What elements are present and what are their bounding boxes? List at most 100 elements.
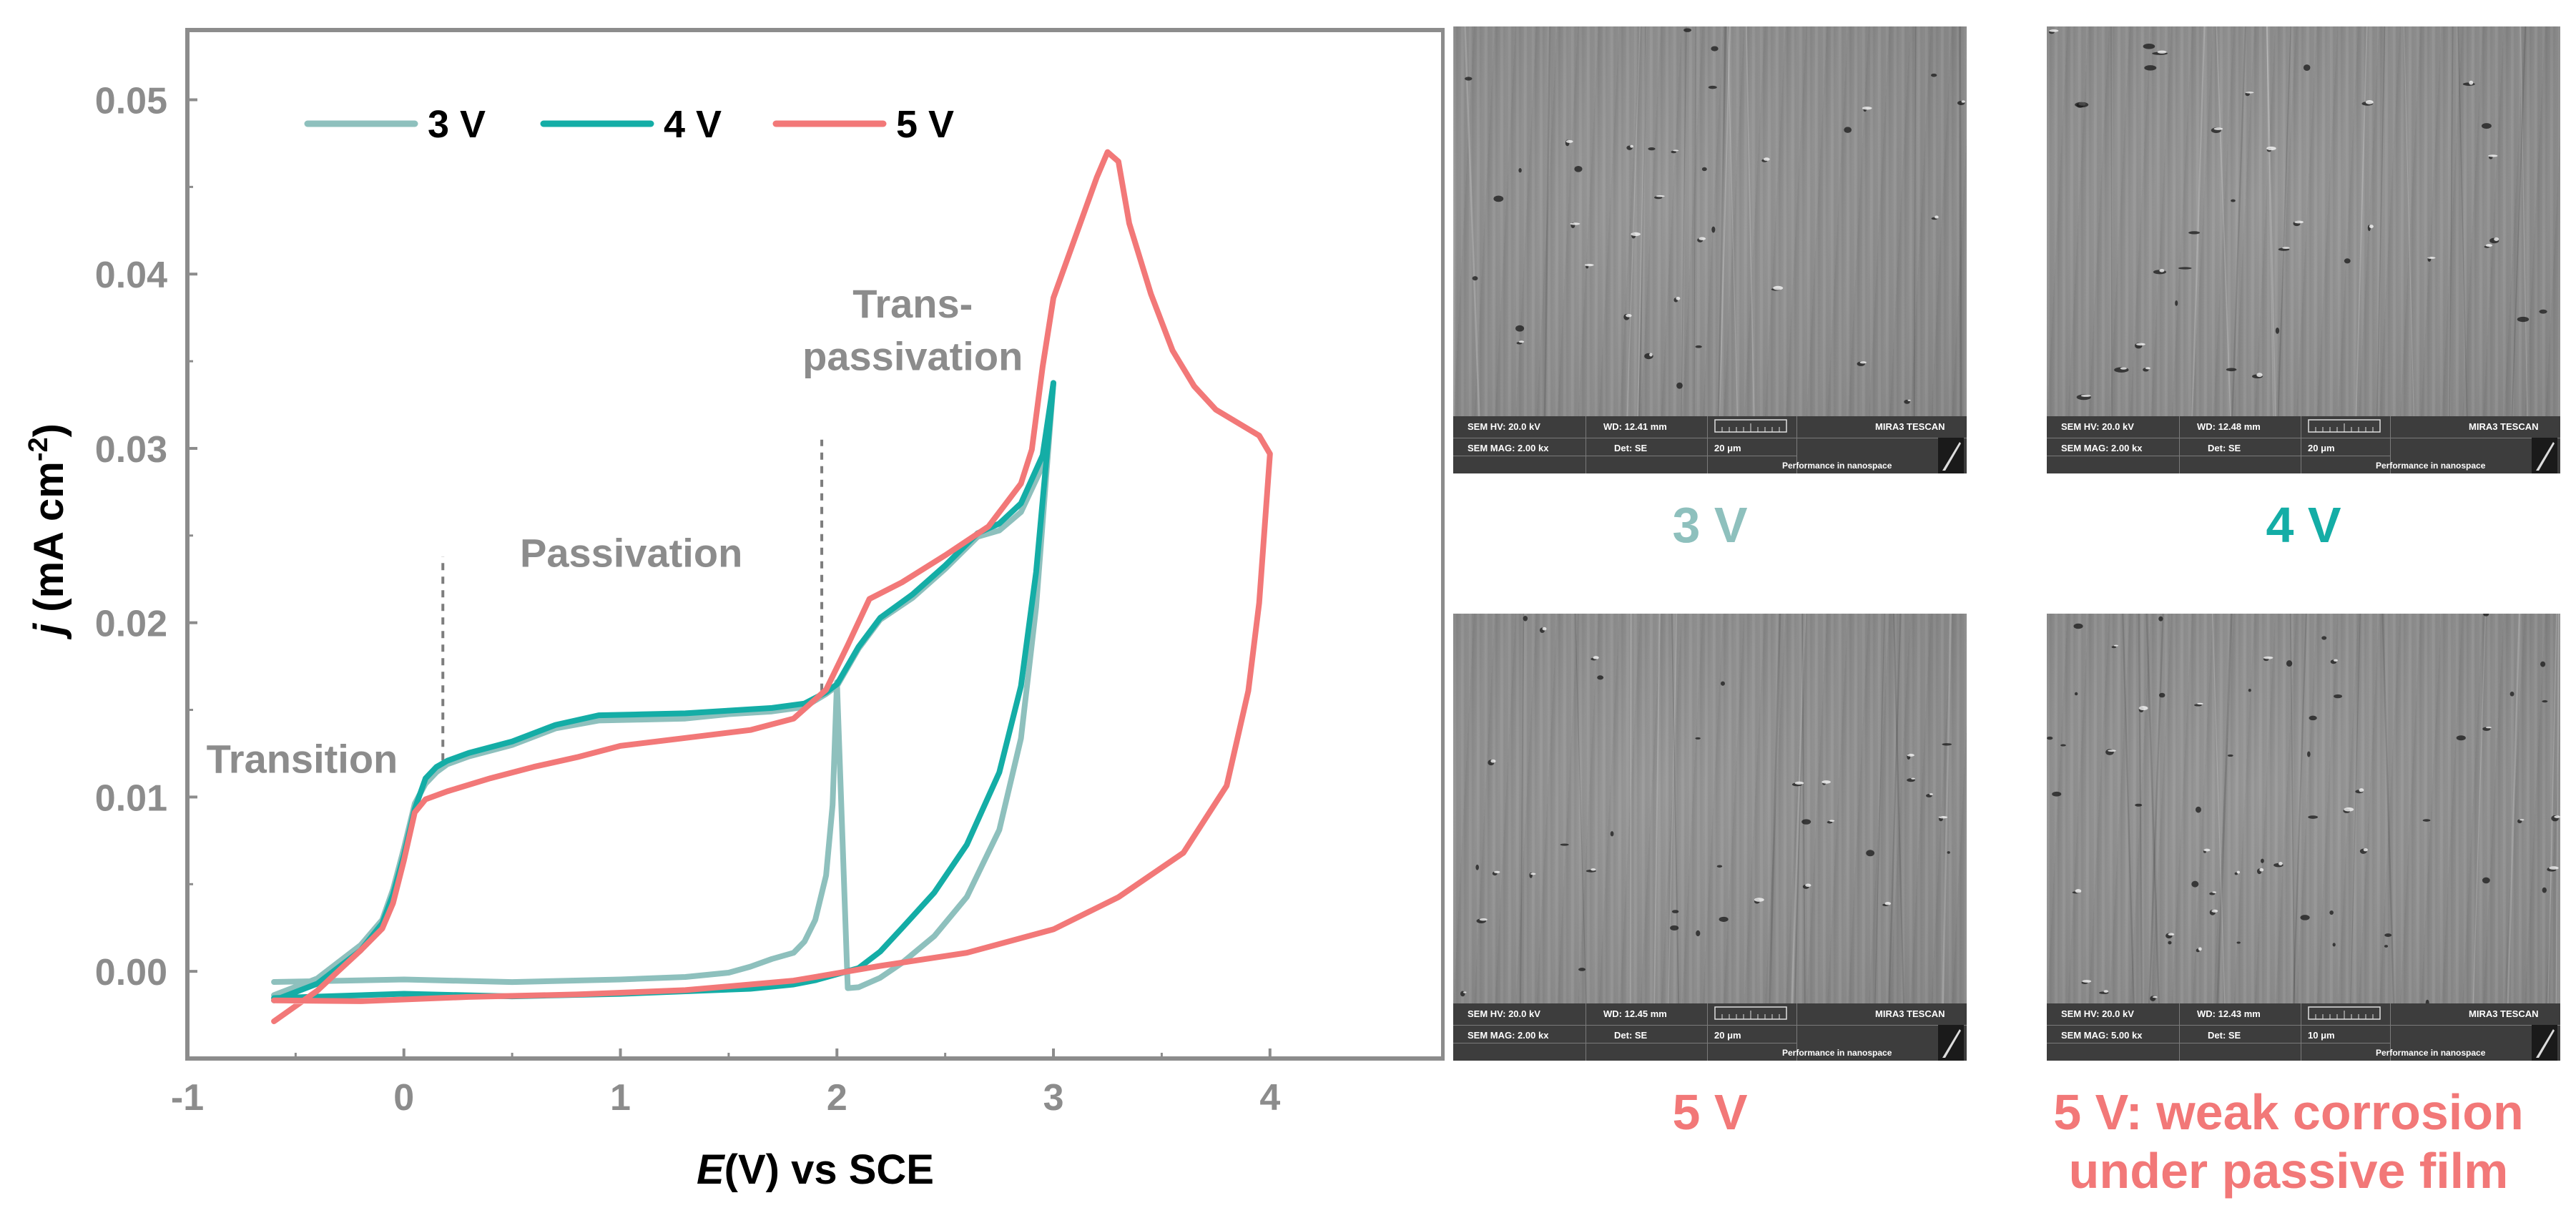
surface-scratch [2216, 26, 2231, 416]
polarization-chart: 0.00 0.01 0.02 0.03 0.04 0.05 -1 0 1 2 3 4 3 V 4 V 5… [24, 28, 1445, 1193]
sem-slogan: Performance in nanospace [1782, 461, 1892, 471]
x-axis-label-rest: (V) vs SCE [724, 1146, 934, 1193]
surface-scratch [1453, 26, 1455, 416]
sem-panel-3v: SEM HV: 20.0 kV WD: 12.41 mm SEM MAG: 2.… [1453, 26, 1967, 473]
surface-pit [1720, 681, 1725, 686]
sem-det: Det: SE [2208, 443, 2241, 453]
surface-pit [2236, 941, 2241, 944]
surface-highlight [1961, 100, 1965, 103]
surface-pit [1701, 167, 1707, 172]
surface-pit [1671, 150, 1677, 154]
surface-highlight [2263, 656, 2273, 659]
surface-highlight [1565, 139, 1573, 143]
surface-scratch [1520, 614, 1525, 1003]
surface-pit [1676, 382, 1683, 389]
sem-micrograph [2047, 614, 2560, 1003]
surface-scratch [1636, 26, 1648, 416]
surface-pit [1695, 345, 1702, 348]
surface-scratch [1768, 614, 1781, 1003]
surface-scratch [1746, 26, 1755, 416]
surface-highlight [1822, 780, 1831, 784]
surface-scratch [1638, 26, 1647, 416]
surface-pit [2158, 616, 2163, 622]
surface-pit [2144, 65, 2157, 71]
surface-pit [2481, 123, 2492, 129]
surface-scratch [2122, 614, 2135, 1003]
caption-5v-corrosion: 5 V: weak corrosion under passive film [2002, 1083, 2575, 1200]
surface-highlight [2359, 788, 2364, 792]
surface-scratch [1543, 26, 1551, 416]
surface-highlight [2213, 127, 2223, 130]
surface-scratch [2266, 26, 2274, 416]
sem-scale: 20 μm [1714, 1030, 1741, 1041]
surface-scratch [1719, 26, 1731, 416]
surface-scratch [1958, 26, 1962, 416]
legend-label: 3 V [428, 103, 486, 146]
surface-pit [1801, 819, 1811, 825]
y-tick-label: 0.00 [95, 952, 167, 993]
y-tick-label: 0.02 [95, 604, 167, 645]
sem-wd: WD: 12.45 mm [1603, 1008, 1667, 1019]
surface-pit [2074, 692, 2078, 696]
surface-pit [2321, 636, 2327, 640]
surface-scratch [1671, 614, 1680, 1003]
sem-micrograph [1453, 614, 1967, 1003]
surface-pit [1711, 46, 1719, 51]
surface-highlight [2211, 909, 2218, 913]
surface-highlight [2152, 996, 2158, 998]
surface-scratch [1668, 614, 1678, 1003]
surface-highlight [2108, 750, 2116, 752]
surface-pit [2194, 704, 2202, 707]
surface-pit [2135, 803, 2143, 807]
surface-pit [1931, 73, 1937, 77]
surface-scratch [2403, 26, 2414, 416]
surface-highlight [2266, 146, 2276, 151]
annotation-label: Transition [207, 736, 398, 781]
sem-hv: SEM HV: 20.0 kV [2061, 421, 2134, 432]
annotation-label: passivation [802, 333, 1023, 378]
surface-pit [2191, 880, 2199, 888]
sem-mag: SEM MAG: 2.00 kx [2061, 443, 2143, 453]
sem-info-bar: SEM HV: 20.0 kV WD: 12.41 mm SEM MAG: 2.… [1453, 416, 1967, 473]
y-axis-label-close: ) [26, 423, 72, 437]
scale-bar-icon [1714, 1006, 1787, 1020]
surface-scratch [2511, 26, 2527, 416]
surface-scratch [2231, 26, 2247, 416]
surface-scratch [2350, 614, 2361, 1003]
surface-pit [2226, 368, 2237, 372]
sem-det: Det: SE [2208, 1030, 2241, 1041]
surface-pit [2178, 267, 2192, 270]
sem-scale: 20 μm [2308, 443, 2335, 453]
sem-panel-5v-corrosion: SEM HV: 20.0 kV WD: 12.43 mm SEM MAG: 5.… [2047, 614, 2560, 1061]
surface-scratch [1693, 26, 1696, 416]
surface-highlight [1829, 820, 1835, 822]
micrograph-texture [1460, 614, 1952, 1003]
surface-scratch [2148, 614, 2164, 1003]
surface-pit [2158, 692, 2165, 698]
surface-pit [2308, 815, 2319, 819]
sem-micrograph [2047, 26, 2560, 416]
surface-pit [1574, 165, 1583, 172]
sem-wd: WD: 12.41 mm [1603, 421, 1667, 432]
surface-highlight [1584, 263, 1594, 267]
scale-bar-icon [2308, 419, 2381, 433]
surface-highlight [2485, 244, 2493, 247]
surface-highlight [1593, 656, 1599, 659]
sem-hv: SEM HV: 20.0 kV [1468, 421, 1540, 432]
surface-pit [2332, 943, 2336, 947]
sem-wd: WD: 12.48 mm [2197, 421, 2261, 432]
micrograph-texture [2047, 614, 2560, 1003]
surface-scratch [2191, 26, 2206, 416]
surface-highlight [1911, 777, 1915, 780]
surface-scratch [1681, 26, 1687, 416]
surface-highlight [1530, 873, 1536, 875]
sem-slogan: Performance in nanospace [2376, 1048, 2486, 1058]
surface-pit [2482, 877, 2490, 884]
surface-pit [1578, 968, 1586, 971]
scale-bar-icon [2308, 1006, 2381, 1020]
surface-pit [1942, 743, 1952, 746]
surface-highlight [2080, 394, 2091, 397]
surface-highlight [2485, 727, 2492, 729]
surface-scratch [1794, 614, 1806, 1003]
sem-brand: MIRA3 TESCAN [2469, 421, 2539, 432]
